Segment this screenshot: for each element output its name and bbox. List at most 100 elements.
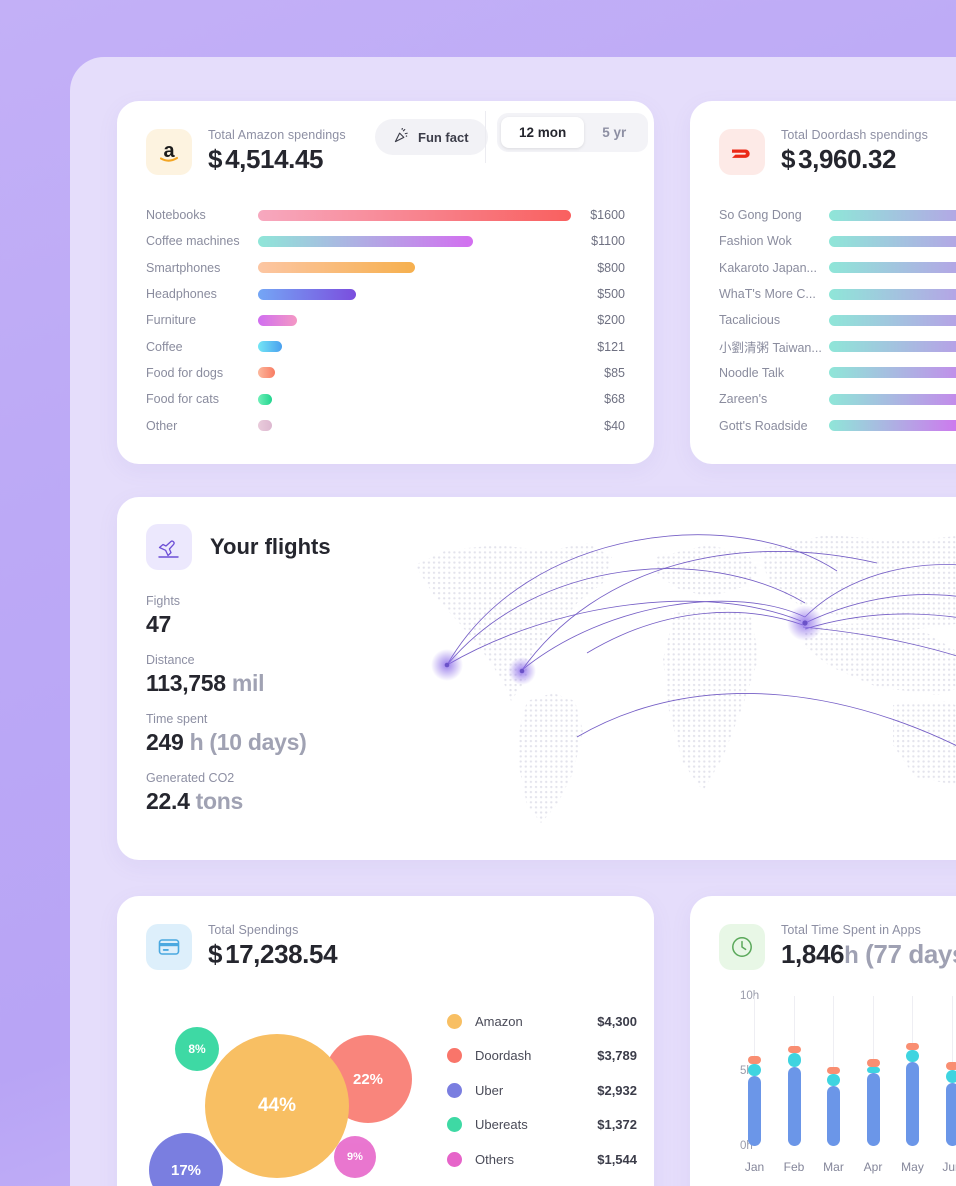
bar-fill — [258, 393, 272, 405]
amazon-logo-icon: a — [146, 128, 192, 175]
legend-label: Doordash — [475, 1048, 532, 1064]
bar-label: Furniture — [146, 313, 197, 328]
time-label: Total Time Spent in Apps — [781, 923, 921, 937]
legend-value: $3,789 — [597, 1048, 637, 1064]
range-option-12mon[interactable]: 12 mon — [501, 117, 585, 148]
doordash-logo-icon — [719, 128, 765, 175]
bar-segment-secondary — [906, 1050, 919, 1062]
legend-dot — [447, 1082, 462, 1098]
flight-stat-value: 113,758 mil — [146, 670, 265, 696]
bar-value: $40 — [604, 418, 625, 433]
flights-card-header: Your flights — [117, 497, 956, 570]
table-row: Smartphones $800 — [146, 255, 625, 281]
flight-stat-value: 47 — [146, 611, 171, 637]
doordash-currency: $ — [781, 144, 796, 174]
bar-segment-top — [945, 1062, 956, 1070]
x-axis-label: Apr — [863, 1160, 883, 1174]
bubble-percent: 22% — [352, 1070, 384, 1088]
bar-label: Coffee machines — [146, 234, 240, 249]
fun-fact-label: Fun fact — [418, 129, 469, 145]
amazon-amount: $4,514.45 — [208, 144, 346, 175]
x-axis-label: Jun — [942, 1160, 956, 1174]
bubble-amazon: 44% — [205, 1034, 349, 1178]
doordash-label: Total Doordash spendings — [781, 128, 928, 142]
bubble-percent: 17% — [170, 1161, 202, 1179]
bar-label: Smartphones — [146, 260, 221, 275]
table-row: Gott's Roadside — [719, 412, 956, 438]
range-toggle[interactable]: 12 mon 5 yr — [497, 113, 649, 152]
spendings-card-header: Total Spendings $17,238.54 — [117, 896, 654, 970]
flight-stats-list: Fights 47 Distance 113,758 mil Time spent 249… — [117, 570, 956, 815]
flight-stat: Fights 47 — [146, 594, 956, 638]
legend-value: $4,300 — [597, 1013, 637, 1029]
range-option-5yr[interactable]: 5 yr — [602, 125, 627, 140]
bar-fill — [829, 262, 956, 274]
bubble-percent: 8% — [188, 1042, 206, 1056]
total-spendings-card: Total Spendings $17,238.54 8% 17% 22% 9% 44%… — [117, 896, 654, 1186]
bar-track — [258, 235, 569, 247]
bar-track — [829, 209, 956, 221]
bar-track — [258, 262, 569, 274]
legend-value: $1,372 — [597, 1117, 637, 1133]
bar-label: Zareen's — [719, 392, 768, 407]
fun-fact-button[interactable]: Fun fact — [375, 119, 488, 155]
flights-title: Your flights — [210, 534, 331, 559]
bar-label: So Gong Dong — [719, 208, 802, 223]
bar-label: 小劉清粥 Taiwan... — [719, 341, 822, 356]
list-item: Doordash $3,789 — [447, 1039, 637, 1074]
header-divider — [485, 111, 486, 163]
x-axis-label: Jan — [744, 1160, 765, 1174]
bar-segment-base — [827, 1086, 840, 1146]
bar-label: Gott's Roadside — [719, 418, 808, 433]
amazon-card-header: a Total Amazon spendings $4,514.45 Fun f… — [117, 101, 654, 175]
bar-segment-secondary — [866, 1066, 880, 1073]
table-row: Other $40 — [146, 412, 625, 438]
table-row: Headphones $500 — [146, 281, 625, 307]
bar-track — [829, 262, 956, 274]
bar-fill — [258, 367, 275, 379]
bar-label: Kakaroto Japan... — [719, 260, 817, 275]
bar-fill — [258, 420, 272, 432]
spendings-legend: Amazon $4,300 Doordash $3,789 Uber $2,932 Uber… — [447, 1004, 637, 1177]
bar-track — [258, 393, 569, 405]
spendings-currency: $ — [208, 939, 223, 969]
bar-segment-base — [866, 1072, 880, 1146]
legend-dot — [447, 1013, 462, 1029]
bar-track — [258, 420, 569, 432]
time-unit: h — [844, 942, 859, 969]
table-row: Kakaroto Japan... — [719, 255, 956, 281]
bar-segment-top — [787, 1045, 801, 1053]
world-dot-map — [407, 505, 956, 855]
bubble-percent: 44% — [257, 1095, 297, 1116]
flight-stat-label: Time spent — [146, 712, 208, 726]
legend-label: Amazon — [475, 1013, 523, 1029]
bar-value: $85 — [604, 365, 625, 380]
table-row: Notebooks $1600 — [146, 202, 625, 228]
bar-fill — [258, 314, 298, 326]
bar-label: Coffee — [146, 339, 183, 354]
credit-card-icon — [146, 923, 192, 970]
bubble-others: 9% — [334, 1136, 376, 1178]
bar-label: WhaT's More C... — [719, 287, 816, 302]
bar-track — [829, 288, 956, 300]
bubble-uber: 17% — [149, 1133, 223, 1186]
bar-segment-top — [827, 1066, 840, 1074]
time-days: (77 days) — [865, 939, 956, 969]
bar-label: Notebooks — [146, 208, 206, 223]
bar-segment-secondary — [748, 1063, 761, 1076]
spendings-amount-value: 17,238.54 — [225, 939, 338, 969]
table-row: Noodle Talk — [719, 360, 956, 386]
bar-label: Noodle Talk — [719, 365, 785, 380]
bar-fill — [258, 341, 282, 353]
bar-fill — [829, 209, 956, 221]
flight-stat-value: 249 h (10 days) — [146, 729, 307, 755]
bar-track — [829, 367, 956, 379]
flight-stat-unit: h (10 days) — [189, 729, 307, 755]
time-amount: 1,846h (77 days) — [781, 939, 956, 970]
time-header-text: Total Time Spent in Apps 1,846h (77 days… — [781, 923, 956, 970]
amazon-header-text: Total Amazon spendings $4,514.45 — [208, 128, 346, 175]
legend-label: Ubereats — [475, 1117, 528, 1133]
bar-segment-base — [748, 1075, 761, 1146]
bar-track — [258, 367, 569, 379]
bar-track — [829, 420, 956, 432]
